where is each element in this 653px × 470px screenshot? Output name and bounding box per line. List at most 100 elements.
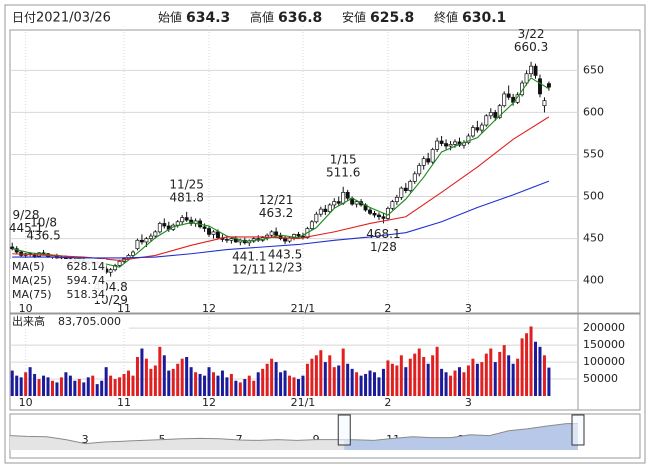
volume-bar <box>453 370 457 396</box>
volume-bar <box>171 368 175 396</box>
y-tick-label: 50000 <box>583 372 618 385</box>
volume-bar <box>341 348 345 396</box>
volume-bar <box>24 372 28 396</box>
candle-body <box>381 216 386 219</box>
x-tick-label: 2 <box>384 302 391 315</box>
volume-bar <box>359 375 363 396</box>
candle-body <box>475 127 480 131</box>
volume-bar <box>127 370 131 396</box>
y-tick-label: 400 <box>583 274 604 287</box>
annotation-date: 11/25 <box>169 177 204 191</box>
volume-bar <box>28 367 32 396</box>
volume-bar <box>238 382 242 396</box>
volume-bar <box>493 362 497 396</box>
volume-bar <box>104 367 108 396</box>
candle-body <box>341 191 346 204</box>
volume-bar <box>265 363 269 396</box>
y-tick-label: 150000 <box>583 338 625 351</box>
volume-bar <box>350 368 354 396</box>
x-tick-label: 3 <box>465 302 472 315</box>
volume-bar <box>301 375 305 396</box>
annotation-date: 12/11 <box>232 263 267 277</box>
candle-body <box>538 78 542 95</box>
volume-bar <box>176 363 180 396</box>
volume-bar <box>484 353 488 396</box>
volume-bar <box>252 380 256 396</box>
volume-bar <box>270 358 274 396</box>
candle-body <box>524 73 529 84</box>
volume-bar <box>373 372 377 396</box>
volume-bar <box>457 367 461 396</box>
candle-body <box>444 143 449 147</box>
candle-body <box>216 231 220 239</box>
volume-bar <box>462 372 466 396</box>
annotation-value: 443.5 <box>268 248 302 262</box>
candle-body <box>426 158 431 163</box>
volume-bar <box>198 373 202 396</box>
volume-bar <box>466 365 470 396</box>
volume-bar <box>234 380 238 396</box>
low-label: 安値 <box>342 10 366 25</box>
candle-body <box>135 239 140 250</box>
candle-body <box>175 221 180 226</box>
annotation-value: 436.5 <box>26 228 60 242</box>
x-tick-label: 11 <box>117 396 131 409</box>
candle-body <box>390 201 395 209</box>
candle-body <box>479 124 484 131</box>
volume-bar <box>59 377 63 396</box>
candle-body <box>345 191 350 199</box>
volume-bar <box>158 346 162 396</box>
candle-body <box>327 204 332 213</box>
y-tick-label: 200000 <box>583 321 625 334</box>
volume-bar <box>431 355 435 396</box>
volume-bar <box>319 350 323 396</box>
volume-bar <box>135 357 139 396</box>
volume-bar <box>256 372 260 396</box>
volume-bar <box>225 377 229 396</box>
volume-bar <box>216 375 220 396</box>
volume-bar <box>498 351 502 396</box>
volume-bar <box>283 370 287 396</box>
candle-body <box>113 265 118 271</box>
legend-value: 594.74 <box>67 274 106 287</box>
volume-bar <box>207 367 211 396</box>
candle-body <box>421 158 426 166</box>
volume-bar <box>279 372 283 396</box>
volume-bar <box>413 353 417 396</box>
candle-body <box>466 135 471 144</box>
open-value: 634.3 <box>186 10 230 26</box>
x-tick-label: 21/1 <box>291 396 316 409</box>
volume-bar <box>82 382 86 396</box>
navigator-line <box>9 423 578 445</box>
volume-bar <box>46 377 50 396</box>
volume-bar <box>194 372 198 396</box>
candle-body <box>189 219 194 224</box>
volume-bar <box>55 382 59 396</box>
x-tick-label: 3 <box>465 396 472 409</box>
volume-bar <box>122 373 126 396</box>
volume-bar <box>381 368 385 396</box>
x-tick-label: 10 <box>19 302 33 315</box>
volume-bar <box>444 372 448 396</box>
legend-value: 628.14 <box>67 260 106 273</box>
annotation-date: 3/22 <box>518 27 545 41</box>
volume-bar <box>538 346 542 396</box>
candle-body <box>430 149 435 163</box>
volume-bar <box>534 341 538 396</box>
volume-bar <box>346 363 350 396</box>
candle-body <box>153 231 158 237</box>
volume-bar <box>42 375 46 396</box>
volume-bar <box>507 355 511 396</box>
candle-body <box>546 83 551 88</box>
candle-body <box>157 223 162 233</box>
high-label: 高値 <box>250 10 274 25</box>
candle-body <box>162 223 167 227</box>
legend-value: 518.34 <box>67 288 106 301</box>
candle-body <box>283 238 288 242</box>
volume-bar <box>243 379 247 396</box>
volume-bar <box>520 338 524 396</box>
candle-body <box>207 228 211 235</box>
candle-body <box>269 231 274 236</box>
volume-bar <box>118 377 122 396</box>
annotation-value: 468.1 <box>366 227 400 241</box>
